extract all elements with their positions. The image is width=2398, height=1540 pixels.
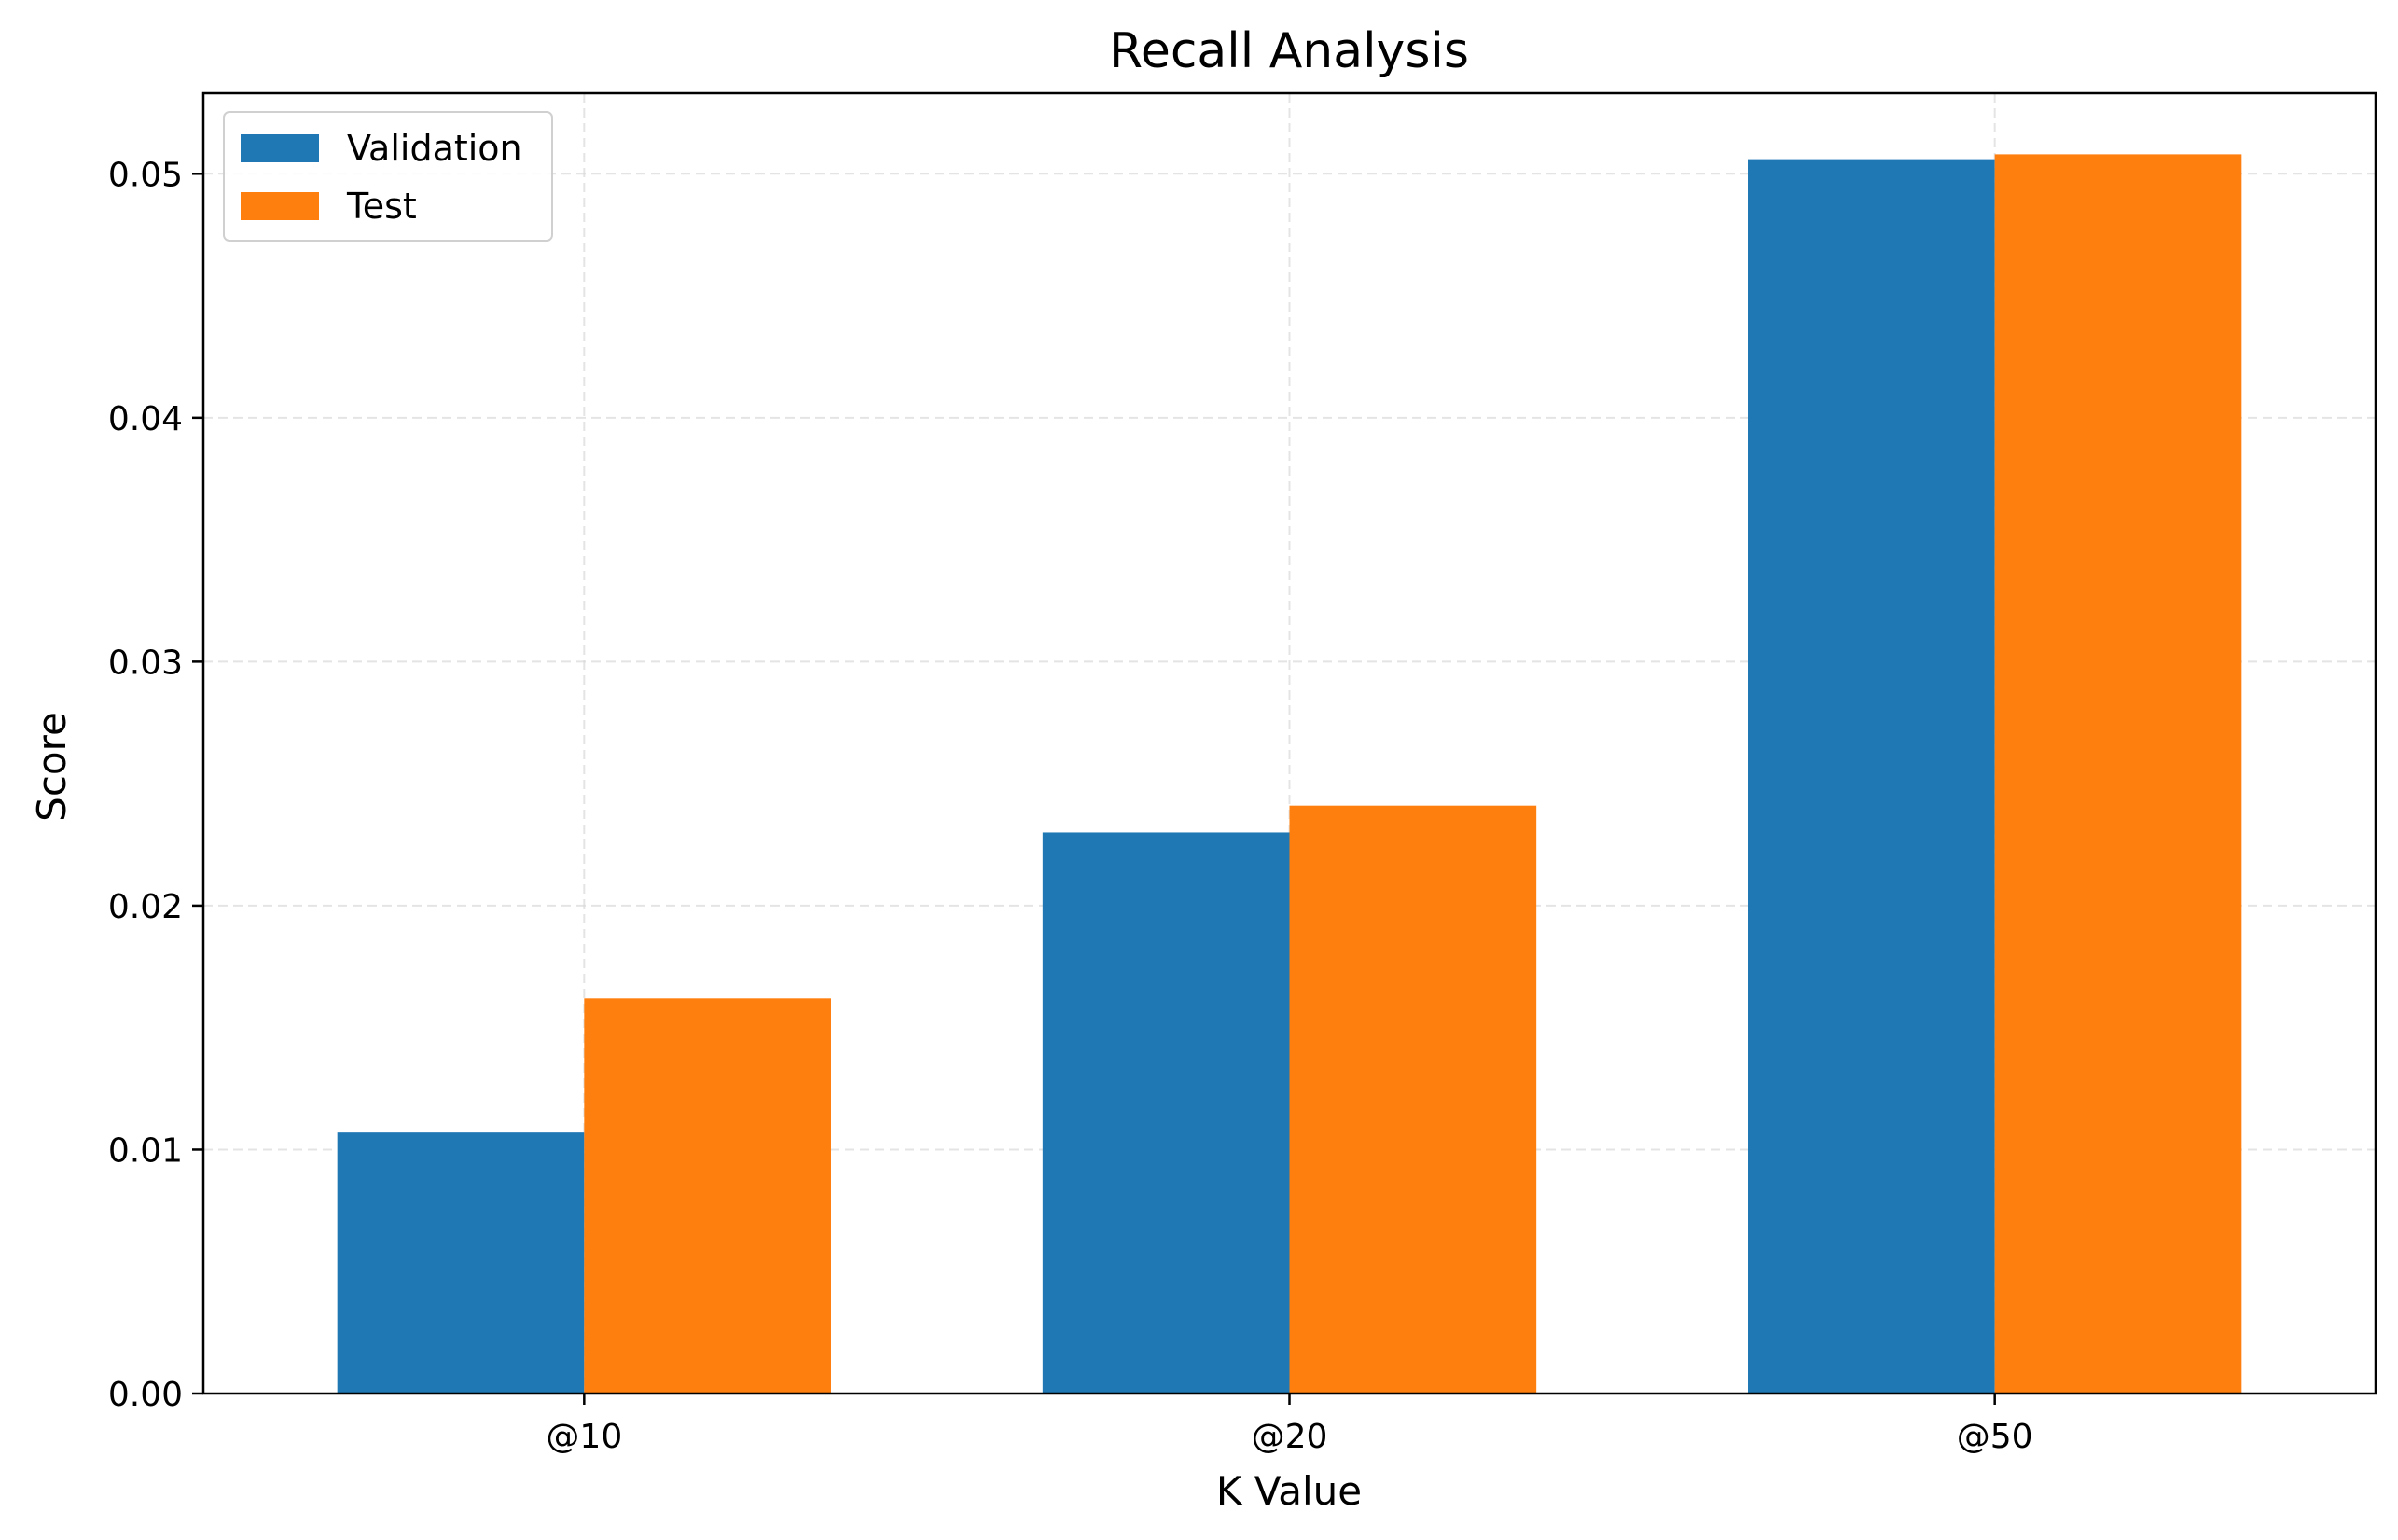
bar-layer	[337, 154, 2242, 1394]
chart-title: Recall Analysis	[1109, 23, 1469, 79]
legend: Validation Test	[223, 111, 553, 242]
bar-validation-k10	[337, 1132, 585, 1394]
bar-test-k50	[1994, 154, 2242, 1394]
bar-test-k20	[1289, 805, 1537, 1394]
y-tick-label: 0.00	[108, 1376, 183, 1414]
x-axis-label: K Value	[1216, 1468, 1362, 1514]
x-tick-label: @20	[1252, 1418, 1328, 1456]
legend-label-validation: Validation	[347, 128, 522, 169]
x-tick-label: @50	[1957, 1418, 2033, 1456]
legend-swatch-validation	[241, 134, 319, 162]
y-tick-label: 0.02	[108, 888, 183, 926]
legend-swatch-test	[241, 192, 319, 220]
bar-validation-k50	[1748, 159, 1995, 1394]
y-tick-label: 0.04	[108, 400, 183, 438]
y-axis-label: Score	[29, 712, 75, 822]
bar-validation-k20	[1042, 832, 1290, 1394]
y-tick-label: 0.05	[108, 156, 183, 194]
bar-test-k10	[584, 998, 831, 1394]
legend-label-test: Test	[346, 186, 417, 227]
y-tick-label: 0.01	[108, 1131, 183, 1170]
axis-layer: 0.00 0.01 0.02 0.03 0.04 0.05 @10 @20 @50	[108, 91, 2377, 1456]
x-tick-label: @10	[546, 1418, 622, 1456]
y-tick-label: 0.03	[108, 644, 183, 682]
